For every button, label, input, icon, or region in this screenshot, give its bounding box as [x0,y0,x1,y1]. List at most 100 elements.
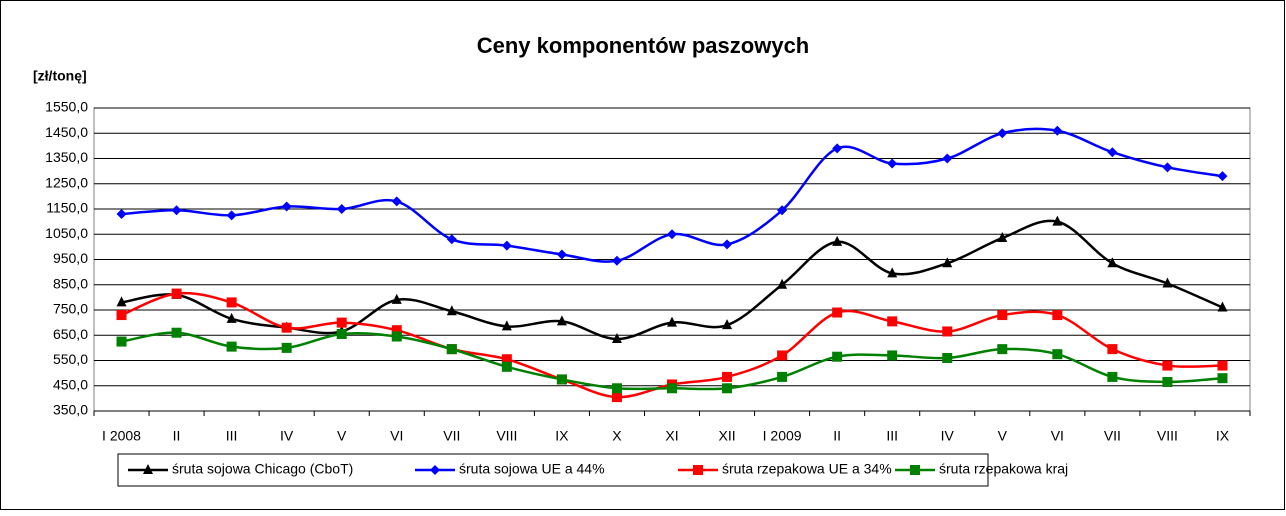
point-marker [1052,349,1063,360]
point-marker [226,312,237,323]
x-tick-label: VIII [496,428,517,444]
x-tick-label: XII [718,428,735,444]
y-tick-label: 1150,0 [46,200,88,216]
point-marker [942,153,953,164]
point-marker [942,326,953,337]
point-marker [1162,162,1173,173]
point-marker [226,297,237,308]
point-marker [501,320,512,331]
point-marker [942,257,953,268]
x-tick-label: IX [555,428,569,444]
point-marker [501,361,512,372]
y-tick-label: 1250,0 [45,174,88,190]
legend-box [117,453,989,487]
point-marker [1162,376,1173,387]
point-marker [171,288,182,299]
point-marker [887,267,898,278]
point-marker [171,327,182,338]
point-marker [446,234,457,245]
y-tick-label: 750,0 [53,301,88,317]
x-tick-label: IX [1216,428,1230,444]
point-marker [116,209,127,220]
y-tick-label: 950,0 [53,250,88,266]
point-marker [391,325,402,336]
point-marker [391,293,402,304]
point-marker [1052,215,1063,226]
x-tick-label: VII [1104,428,1121,444]
point-marker [556,315,567,326]
x-tick-label: VIII [1157,428,1178,444]
point-marker [611,392,622,403]
point-marker [667,316,677,327]
point-marker [336,317,347,328]
x-tick-label: VI [1051,428,1064,444]
point-marker [777,278,788,289]
point-marker [1107,257,1118,268]
point-marker [446,305,457,316]
point-marker [336,204,347,214]
x-tick-label: XI [665,428,678,444]
y-tick-label: 1550,0 [45,99,88,115]
y-axis-label: [zł/tonę] [33,68,87,84]
point-marker [556,249,567,260]
point-marker [1052,125,1063,136]
x-tick-label: IV [941,428,955,444]
point-marker [171,205,182,216]
legend-label: śruta sojowa Chicago (CboT) [172,461,353,477]
point-marker [997,232,1008,243]
x-tick-label: III [226,428,238,444]
point-marker [1217,373,1228,384]
point-marker [281,322,292,333]
point-marker [1107,371,1118,382]
point-marker [116,336,127,347]
point-marker [722,239,733,250]
y-tick-label: 1050,0 [45,225,88,241]
point-marker [887,158,898,169]
x-tick-label: V [998,428,1008,444]
point-marker [226,341,237,352]
point-marker [391,196,402,207]
point-marker [1107,147,1118,158]
point-marker [777,371,788,382]
point-marker [722,371,733,382]
y-tick-label: 450,0 [53,376,88,392]
point-marker [611,333,622,344]
point-marker [667,383,677,394]
legend-marker [430,465,440,475]
y-tick-label: 1450,0 [45,124,88,140]
point-marker [997,344,1008,355]
point-marker [116,310,127,321]
point-marker [1217,301,1228,312]
point-marker [887,350,898,361]
point-marker [832,351,843,362]
x-tick-label: VII [443,428,460,444]
point-marker [1052,310,1063,321]
point-marker [997,310,1008,321]
legend-marker [910,465,920,475]
point-marker [832,307,843,318]
legend-label: śruta sojowa UE a 44% [459,461,605,477]
x-tick-label: V [337,428,347,444]
point-marker [226,210,237,221]
point-marker [722,383,733,394]
point-marker [832,235,843,246]
legend-label: śruta rzepakowa UE a 34% [722,461,892,477]
point-marker [501,354,512,365]
point-marker [116,296,127,307]
point-marker [1217,360,1228,371]
x-tick-label: I 2008 [102,428,141,444]
x-tick-label: IV [280,428,294,444]
point-marker [1162,277,1173,288]
point-marker [446,344,457,355]
y-tick-label: 1350,0 [45,149,88,165]
x-tick-label: I 2009 [763,428,802,444]
y-tick-label: 850,0 [53,275,88,291]
legend-marker [693,465,703,475]
point-marker [281,342,292,353]
point-marker [1107,344,1118,355]
legend-label: śruta rzepakowa kraj [939,461,1068,477]
point-marker [281,201,292,212]
point-marker [942,352,953,363]
point-marker [611,255,622,266]
